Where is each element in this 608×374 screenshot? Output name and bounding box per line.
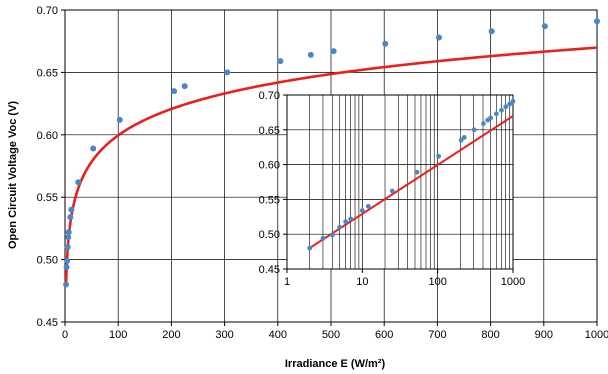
inset-data-point xyxy=(414,169,420,175)
y-axis-title: Open Circuit Voltage Voc (V) xyxy=(7,101,19,249)
main-data-point xyxy=(541,23,548,30)
inset-data-point xyxy=(493,111,499,117)
main-data-point xyxy=(171,88,178,95)
main-data-point xyxy=(181,83,188,90)
inset-data-point xyxy=(343,219,349,225)
main-data-point xyxy=(116,116,123,123)
inset-data-point xyxy=(499,107,504,113)
main-data-point xyxy=(382,40,389,47)
main-x-tick-label: 900 xyxy=(535,329,553,341)
inset-plot-area xyxy=(287,95,513,269)
inset-data-point xyxy=(320,235,326,241)
main-x-tick-label: 800 xyxy=(481,329,499,341)
inset-y-tick-label: 0.60 xyxy=(259,160,280,172)
inset-data-point xyxy=(481,121,486,126)
main-data-point xyxy=(64,257,71,264)
inset-data-point xyxy=(461,135,467,140)
inset-data-point xyxy=(503,104,509,110)
main-data-point xyxy=(63,281,70,288)
inset-x-tick-label: 10 xyxy=(356,276,368,288)
inset-data-point xyxy=(337,224,343,230)
main-data-point xyxy=(307,51,314,58)
main-data-point xyxy=(90,145,97,152)
inset-data-point xyxy=(471,127,477,133)
inset-y-tick-label: 0.50 xyxy=(259,229,280,241)
main-data-point xyxy=(67,214,74,221)
main-data-point xyxy=(277,58,284,65)
inset-data-point xyxy=(488,115,494,121)
main-data-point xyxy=(330,48,337,55)
main-x-tick-label: 100 xyxy=(109,329,127,341)
main-x-tick-label: 1000 xyxy=(585,329,608,341)
main-y-tick-label: 0.60 xyxy=(37,130,58,142)
x-axis-title: Irradiance E (W/m²) xyxy=(285,358,386,370)
main-y-tick-label: 0.45 xyxy=(37,317,58,329)
inset-data-point xyxy=(365,203,371,209)
main-data-point xyxy=(65,229,72,236)
main-x-tick-label: 400 xyxy=(269,329,287,341)
main-data-point xyxy=(68,206,75,213)
inset-data-point xyxy=(389,188,395,194)
main-y-tick-label: 0.50 xyxy=(37,255,58,267)
inset-data-point xyxy=(348,216,354,222)
main-data-point xyxy=(594,18,600,25)
inset-y-tick-label: 0.65 xyxy=(259,125,280,137)
inset-data-point xyxy=(458,137,464,143)
inset-data-point xyxy=(436,153,442,159)
main-x-tick-label: 700 xyxy=(428,329,446,341)
main-x-tick-label: 600 xyxy=(375,329,393,341)
inset-data-point xyxy=(359,208,365,213)
inset-data-point xyxy=(307,245,313,251)
main-x-tick-label: 500 xyxy=(322,329,340,341)
main-y-tick-label: 0.65 xyxy=(37,67,58,79)
inset-plot-frame xyxy=(286,94,514,270)
inset-fit-curve xyxy=(309,115,514,249)
main-x-tick-label: 0 xyxy=(62,329,68,341)
inset-x-tick-label: 1000 xyxy=(501,276,525,288)
main-y-tick-label: 0.55 xyxy=(37,192,58,204)
main-data-point xyxy=(65,234,72,241)
inset-data-point xyxy=(510,98,516,104)
main-data-point xyxy=(435,34,442,41)
inset-x-tick-label: 100 xyxy=(428,276,446,288)
main-data-point xyxy=(64,244,71,251)
main-data-point xyxy=(224,69,231,76)
inset-y-tick-label: 0.55 xyxy=(259,194,280,206)
inset-y-tick-label: 0.70 xyxy=(259,90,280,102)
inset-data-point xyxy=(329,232,335,238)
main-y-tick-label: 0.70 xyxy=(37,5,58,17)
main-data-point xyxy=(75,179,82,186)
main-data-point xyxy=(488,28,495,35)
main-data-point xyxy=(63,264,70,271)
inset-x-tick-label: 1 xyxy=(284,276,290,288)
inset-y-tick-label: 0.45 xyxy=(259,264,280,276)
inset-data-point xyxy=(507,101,513,107)
main-x-tick-label: 300 xyxy=(215,329,233,341)
inset-panel: 1 10 100 1000 0.45 0.50 0.55 0.60 0.65 0.70 xyxy=(259,90,526,288)
main-x-tick-label: 200 xyxy=(162,329,180,341)
